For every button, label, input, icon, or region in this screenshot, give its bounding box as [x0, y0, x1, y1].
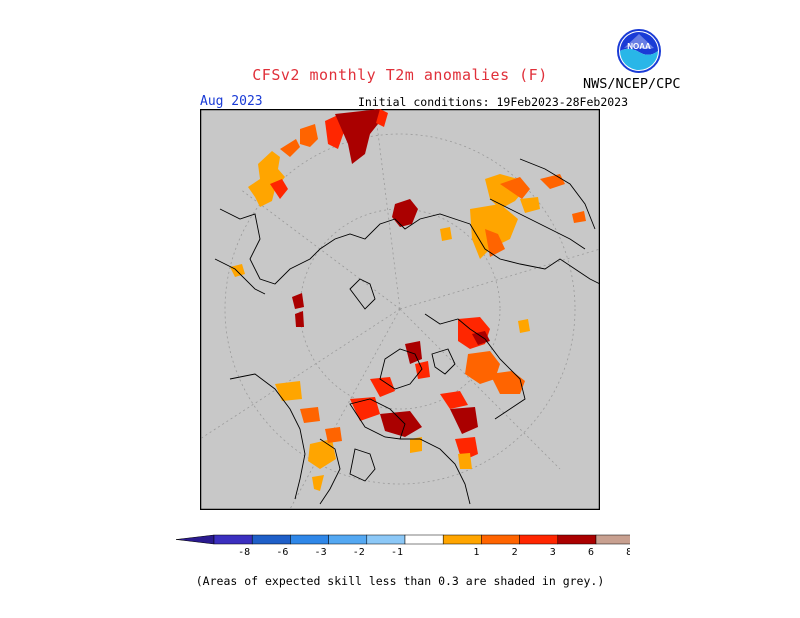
legend-swatch — [595, 534, 630, 545]
legend-label: -6 — [276, 547, 288, 558]
legend-label: -3 — [315, 547, 327, 558]
svg-text:NOAA: NOAA — [627, 42, 651, 51]
color-legend: -8 -6 -3 -2 -1 1 2 3 6 8 — [175, 534, 630, 558]
legend-swatch — [290, 534, 329, 545]
map-title: CFSv2 monthly T2m anomalies (F) — [252, 66, 548, 84]
legend-swatch — [481, 534, 520, 545]
legend-swatch — [557, 534, 597, 545]
skill-note: (Areas of expected skill less than 0.3 a… — [195, 574, 605, 588]
legend-swatch — [328, 534, 368, 545]
noaa-logo: NOAA — [617, 29, 661, 73]
legend-label: -2 — [353, 547, 365, 558]
legend-swatch — [213, 534, 253, 545]
valid-month: Aug 2023 — [200, 94, 263, 109]
legend-swatch — [442, 534, 482, 545]
legend-label: 1 — [473, 547, 479, 558]
legend-label: -8 — [238, 547, 250, 558]
legend-label: 3 — [550, 547, 556, 558]
initial-conditions: Initial conditions: 19Feb2023-28Feb2023 — [358, 95, 629, 109]
agency-label: NWS/NCEP/CPC — [583, 76, 681, 92]
polar-map — [200, 109, 600, 510]
legend-arrow-low — [175, 534, 215, 545]
legend-swatch — [366, 534, 406, 545]
legend-label: 8 — [626, 547, 630, 558]
legend-label: -1 — [391, 547, 403, 558]
coastlines — [214, 158, 600, 505]
legend-swatch — [404, 534, 444, 545]
legend-label: 6 — [588, 547, 594, 558]
legend-label: 2 — [512, 547, 518, 558]
legend-swatch — [519, 534, 559, 545]
anomaly-patches — [230, 109, 586, 491]
legend-swatch — [251, 534, 291, 545]
